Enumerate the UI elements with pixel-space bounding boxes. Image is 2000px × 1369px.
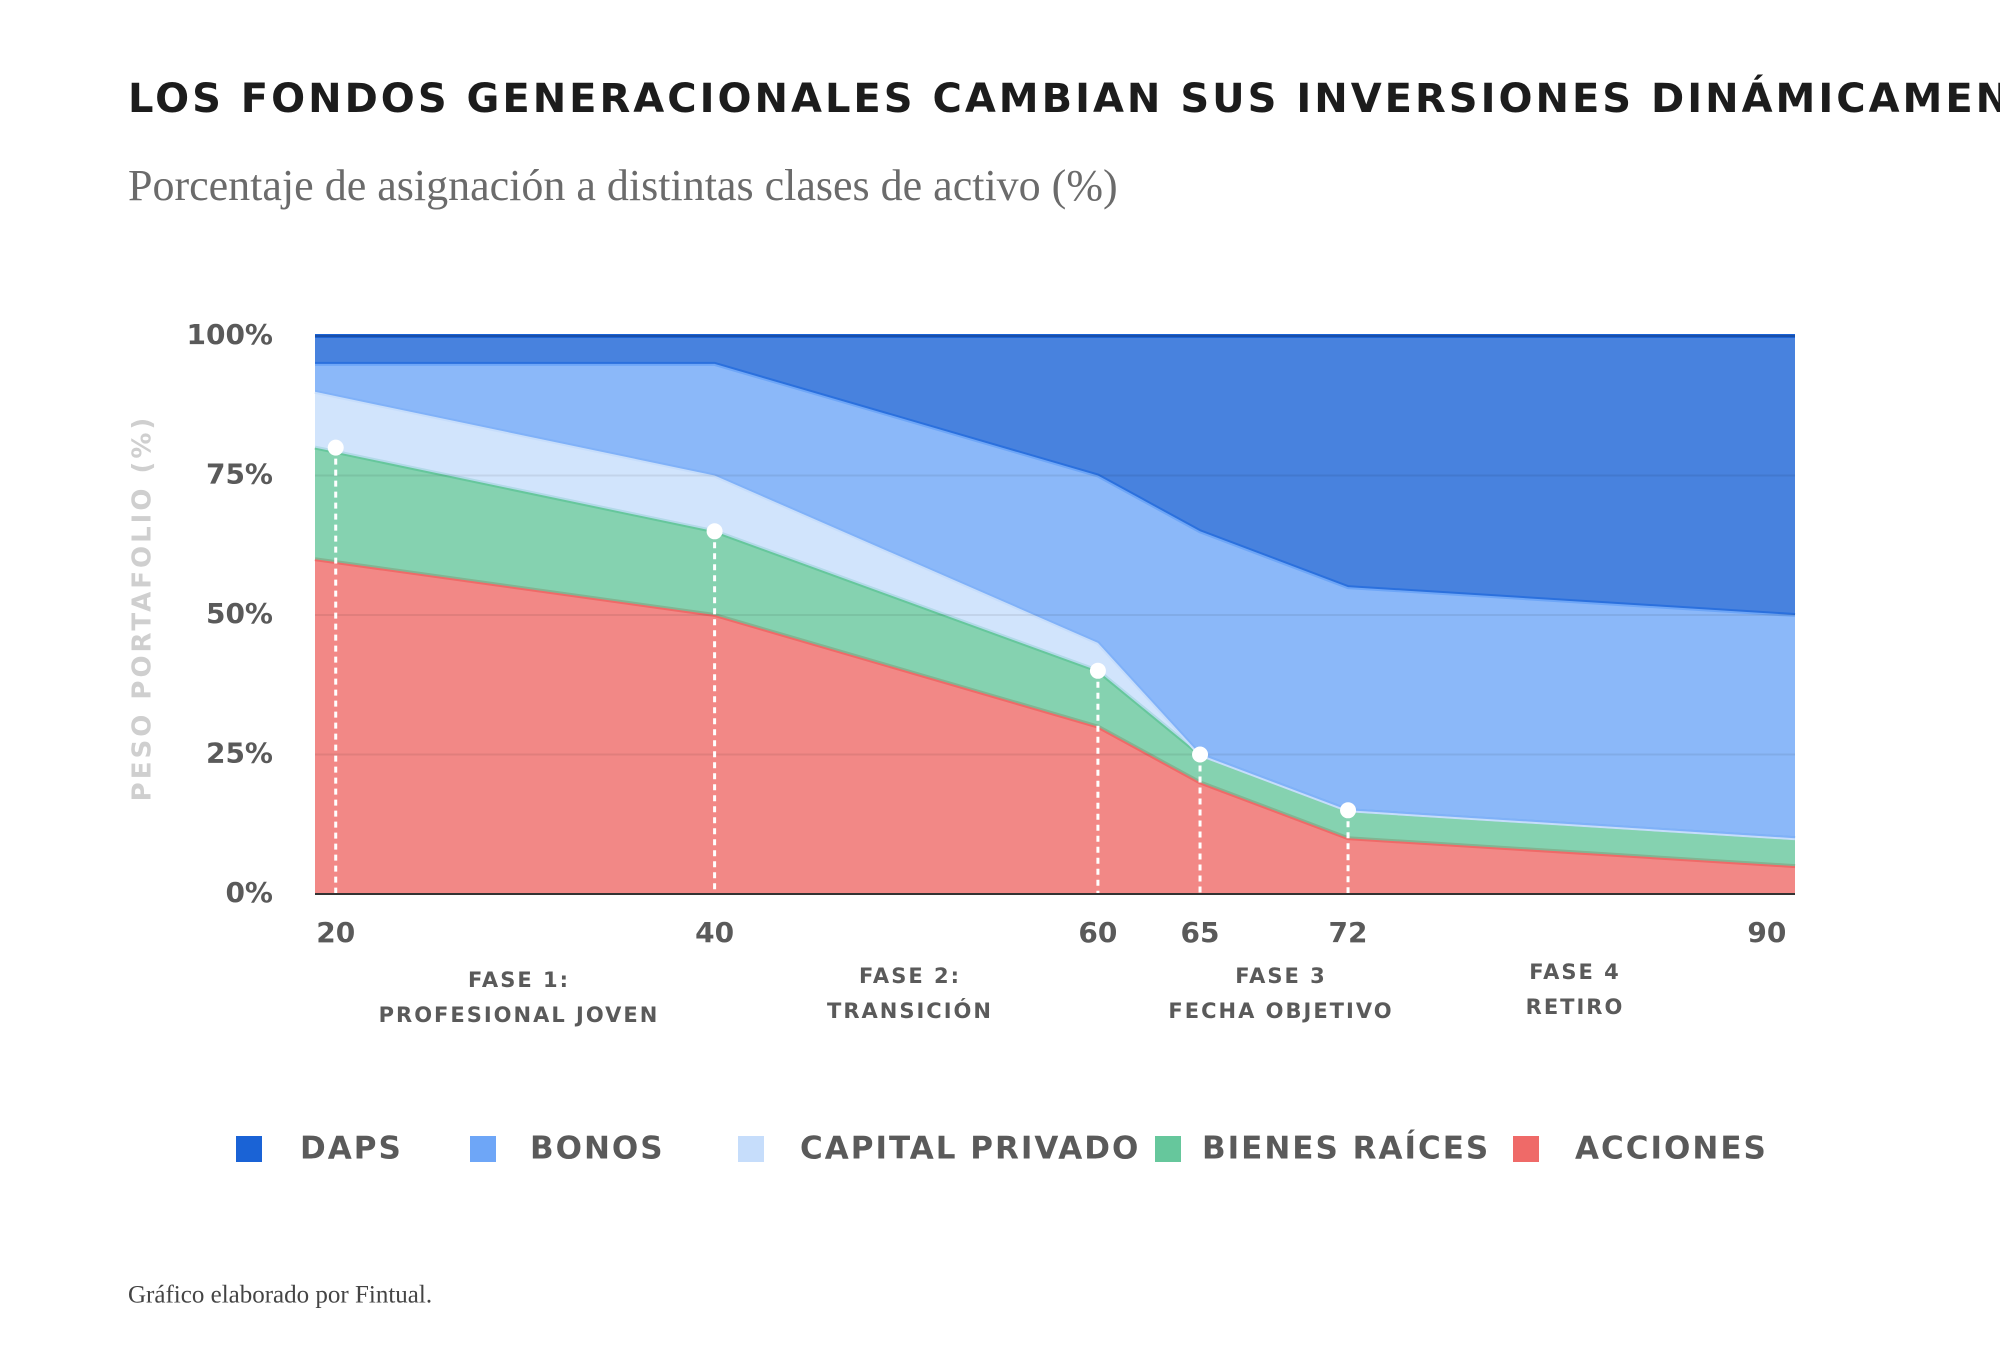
- chart-title: LOS FONDOS GENERACIONALES CAMBIAN SUS IN…: [128, 74, 2000, 122]
- y-tick-label: 75%: [206, 458, 273, 491]
- y-axis-title: PESO PORTAFOLIO (%): [128, 415, 158, 802]
- legend-swatch: [738, 1136, 764, 1162]
- x-tick-label: 60: [1078, 916, 1117, 949]
- y-tick-label: 100%: [186, 318, 273, 351]
- area: [315, 363, 1795, 839]
- legend-label: DAPS: [300, 1131, 403, 1167]
- phase-label: FASE 1:: [468, 968, 570, 992]
- legend-label: CAPITAL PRIVADO: [800, 1131, 1140, 1167]
- marker-dot: [706, 523, 723, 540]
- x-tick-label: 72: [1329, 916, 1368, 949]
- marker-dot: [327, 439, 344, 456]
- areas: [314, 334, 1796, 894]
- phase-label: FECHA OBJETIVO: [1168, 999, 1393, 1023]
- legend-label: BIENES RAÍCES: [1202, 1131, 1490, 1167]
- footer: Gráfico elaborado por Fintual.: [128, 1282, 432, 1309]
- y-tick-label: 50%: [206, 597, 273, 630]
- legend-label: BONOS: [530, 1131, 665, 1167]
- phase-label: FASE 4: [1529, 960, 1621, 984]
- y-tick-label: 25%: [206, 737, 273, 770]
- phase-label: PROFESIONAL JOVEN: [379, 1003, 660, 1027]
- x-tick-label: 90: [1747, 916, 1786, 949]
- x-tick-label: 65: [1181, 916, 1220, 949]
- x-tick-label: 40: [695, 916, 734, 949]
- phase-label: FASE 3: [1235, 964, 1327, 988]
- phase-label: RETIRO: [1526, 995, 1625, 1019]
- area: [315, 391, 1795, 839]
- area: [315, 336, 1795, 615]
- phase-label: FASE 2:: [859, 964, 961, 988]
- y-tick-label: 0%: [225, 876, 273, 909]
- phase-label: TRANSICIÓN: [827, 998, 993, 1023]
- marker-dot: [1340, 802, 1357, 819]
- legend-label: ACCIONES: [1575, 1131, 1768, 1167]
- marker-dot: [1192, 746, 1209, 763]
- legend-swatch: [1155, 1136, 1181, 1162]
- area: [315, 559, 1795, 894]
- x-tick-label: 20: [316, 916, 355, 949]
- marker-dot: [1089, 662, 1106, 679]
- legend-swatch: [1513, 1136, 1539, 1162]
- legend-swatch: [236, 1136, 262, 1162]
- chart-subtitle: Porcentaje de asignación a distintas cla…: [128, 161, 1118, 210]
- legend-swatch: [470, 1136, 496, 1162]
